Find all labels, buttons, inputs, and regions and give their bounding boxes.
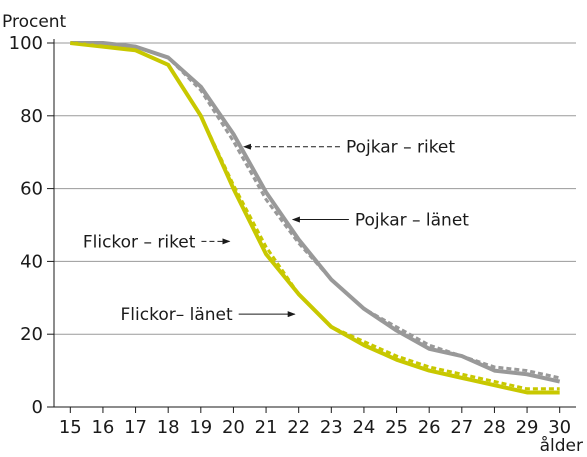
- tick-labels: 0 20 40 60 80 100 15 16 17 18 19 20 21 22 23 24 25 26 27 28…: [9, 33, 572, 438]
- y-tick-label: 20: [20, 324, 43, 345]
- annotation-flickor-riket: Flickor – riket: [83, 232, 231, 252]
- annotations: Pojkar – riket Pojkar – länet Flickor – ri…: [83, 138, 469, 325]
- x-tick-label: 26: [418, 417, 441, 438]
- x-tick-label: 21: [255, 417, 278, 438]
- annotation-flickor-länet: Flickor– länet: [121, 305, 296, 325]
- axes: [47, 39, 576, 413]
- x-tick-label: 30: [548, 417, 571, 438]
- x-tick-label: 15: [59, 417, 82, 438]
- y-tick-label: 0: [32, 397, 43, 418]
- x-tick-label: 24: [352, 417, 375, 438]
- x-tick-label: 27: [450, 417, 473, 438]
- x-tick-label: 22: [287, 417, 310, 438]
- x-tick-label: 29: [516, 417, 539, 438]
- x-tick-label: 28: [483, 417, 506, 438]
- series-line-flickor-riket: [70, 41, 560, 391]
- series-line-flickor-länet: [70, 41, 560, 395]
- annotation-pojkar-länet: Pojkar – länet: [291, 211, 469, 231]
- x-tick-label: 23: [320, 417, 343, 438]
- x-tick-label: 18: [157, 417, 180, 438]
- x-tick-label: 17: [124, 417, 147, 438]
- y-tick-label: 60: [20, 179, 43, 200]
- series-lines: [70, 41, 561, 395]
- annotation-pojkar-riket: Pojkar – riket: [242, 138, 455, 158]
- annotation-label: Pojkar – riket: [346, 138, 455, 158]
- x-tick-label: 16: [91, 417, 114, 438]
- annotation-label: Pojkar – länet: [355, 211, 469, 231]
- x-tick-label: 20: [222, 417, 245, 438]
- series-line-pojkar-riket: [70, 41, 561, 380]
- gridlines: [54, 42, 576, 335]
- x-tick-label: 25: [385, 417, 408, 438]
- annotation-label: Flickor– länet: [121, 305, 233, 325]
- x-tick-label: 19: [189, 417, 212, 438]
- annotation-label: Flickor – riket: [83, 232, 196, 252]
- y-tick-label: 80: [20, 106, 43, 127]
- series-line-pojkar-länet: [70, 41, 561, 384]
- x-axis-title: ålder: [540, 435, 583, 456]
- y-axis-title: Procent: [2, 12, 67, 32]
- y-tick-label: 100: [9, 33, 43, 54]
- y-tick-label: 40: [20, 251, 43, 272]
